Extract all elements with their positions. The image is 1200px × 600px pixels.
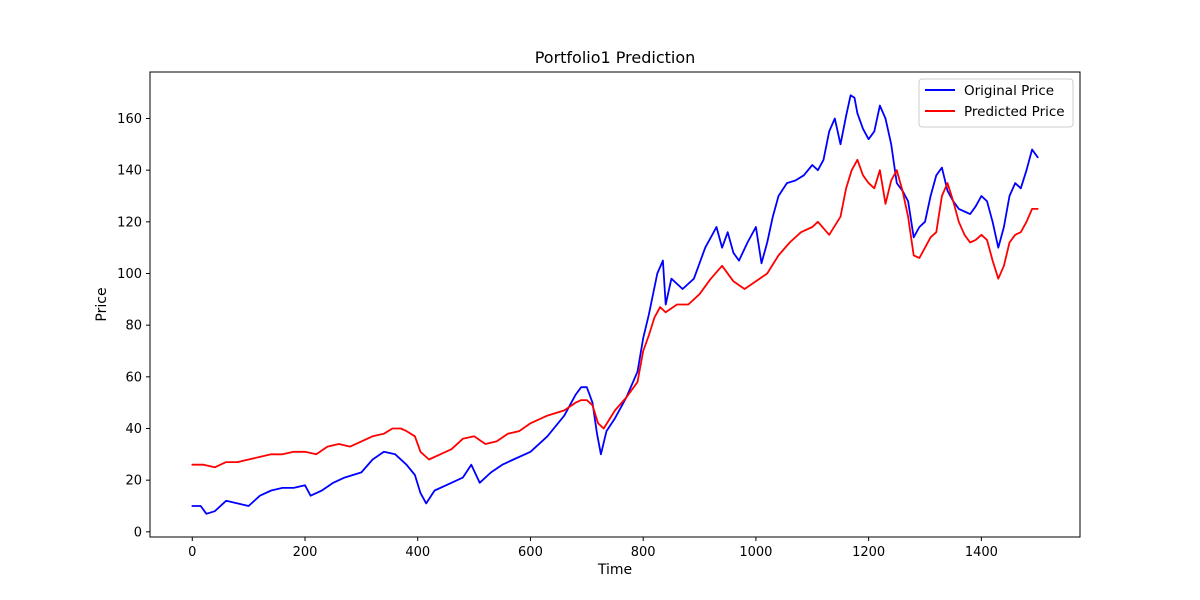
legend-label-predicted: Predicted Price: [964, 104, 1065, 120]
y-tick-label: 60: [125, 370, 142, 385]
chart-title: Portfolio1 Prediction: [535, 48, 696, 67]
y-axis: 0 20 40 60 80 100 120 140 160: [117, 112, 150, 540]
y-tick-label: 160: [117, 112, 142, 127]
plot-frame: [149, 71, 1081, 538]
x-axis: 0 200 400 600 800 1000 1200 1400: [188, 537, 998, 560]
y-axis-title: Price: [94, 287, 110, 321]
legend: Original Price Predicted Price: [918, 78, 1074, 128]
series-line-predicted-price: [191, 158, 1039, 469]
x-tick-label: 1400: [965, 545, 998, 560]
x-tick-label: 400: [405, 545, 430, 560]
series-line-original-price: [191, 94, 1039, 515]
y-tick-label: 120: [117, 215, 142, 230]
y-tick-label: 40: [125, 422, 142, 437]
y-tick-label: 0: [134, 525, 142, 540]
y-tick-label: 100: [117, 267, 142, 282]
legend-label-original: Original Price: [964, 83, 1054, 99]
x-tick-label: 1200: [852, 545, 885, 560]
series-layer: [191, 94, 1039, 515]
x-tick-label: 200: [293, 545, 318, 560]
y-tick-label: 140: [117, 164, 142, 179]
y-tick-label: 20: [125, 474, 142, 489]
x-tick-label: 0: [188, 545, 196, 560]
legend-box: [918, 78, 1074, 128]
x-tick-label: 600: [518, 545, 543, 560]
y-tick-label: 80: [125, 319, 142, 334]
x-tick-label: 800: [631, 545, 656, 560]
x-axis-title: Time: [597, 562, 632, 578]
x-tick-label: 1000: [739, 545, 772, 560]
